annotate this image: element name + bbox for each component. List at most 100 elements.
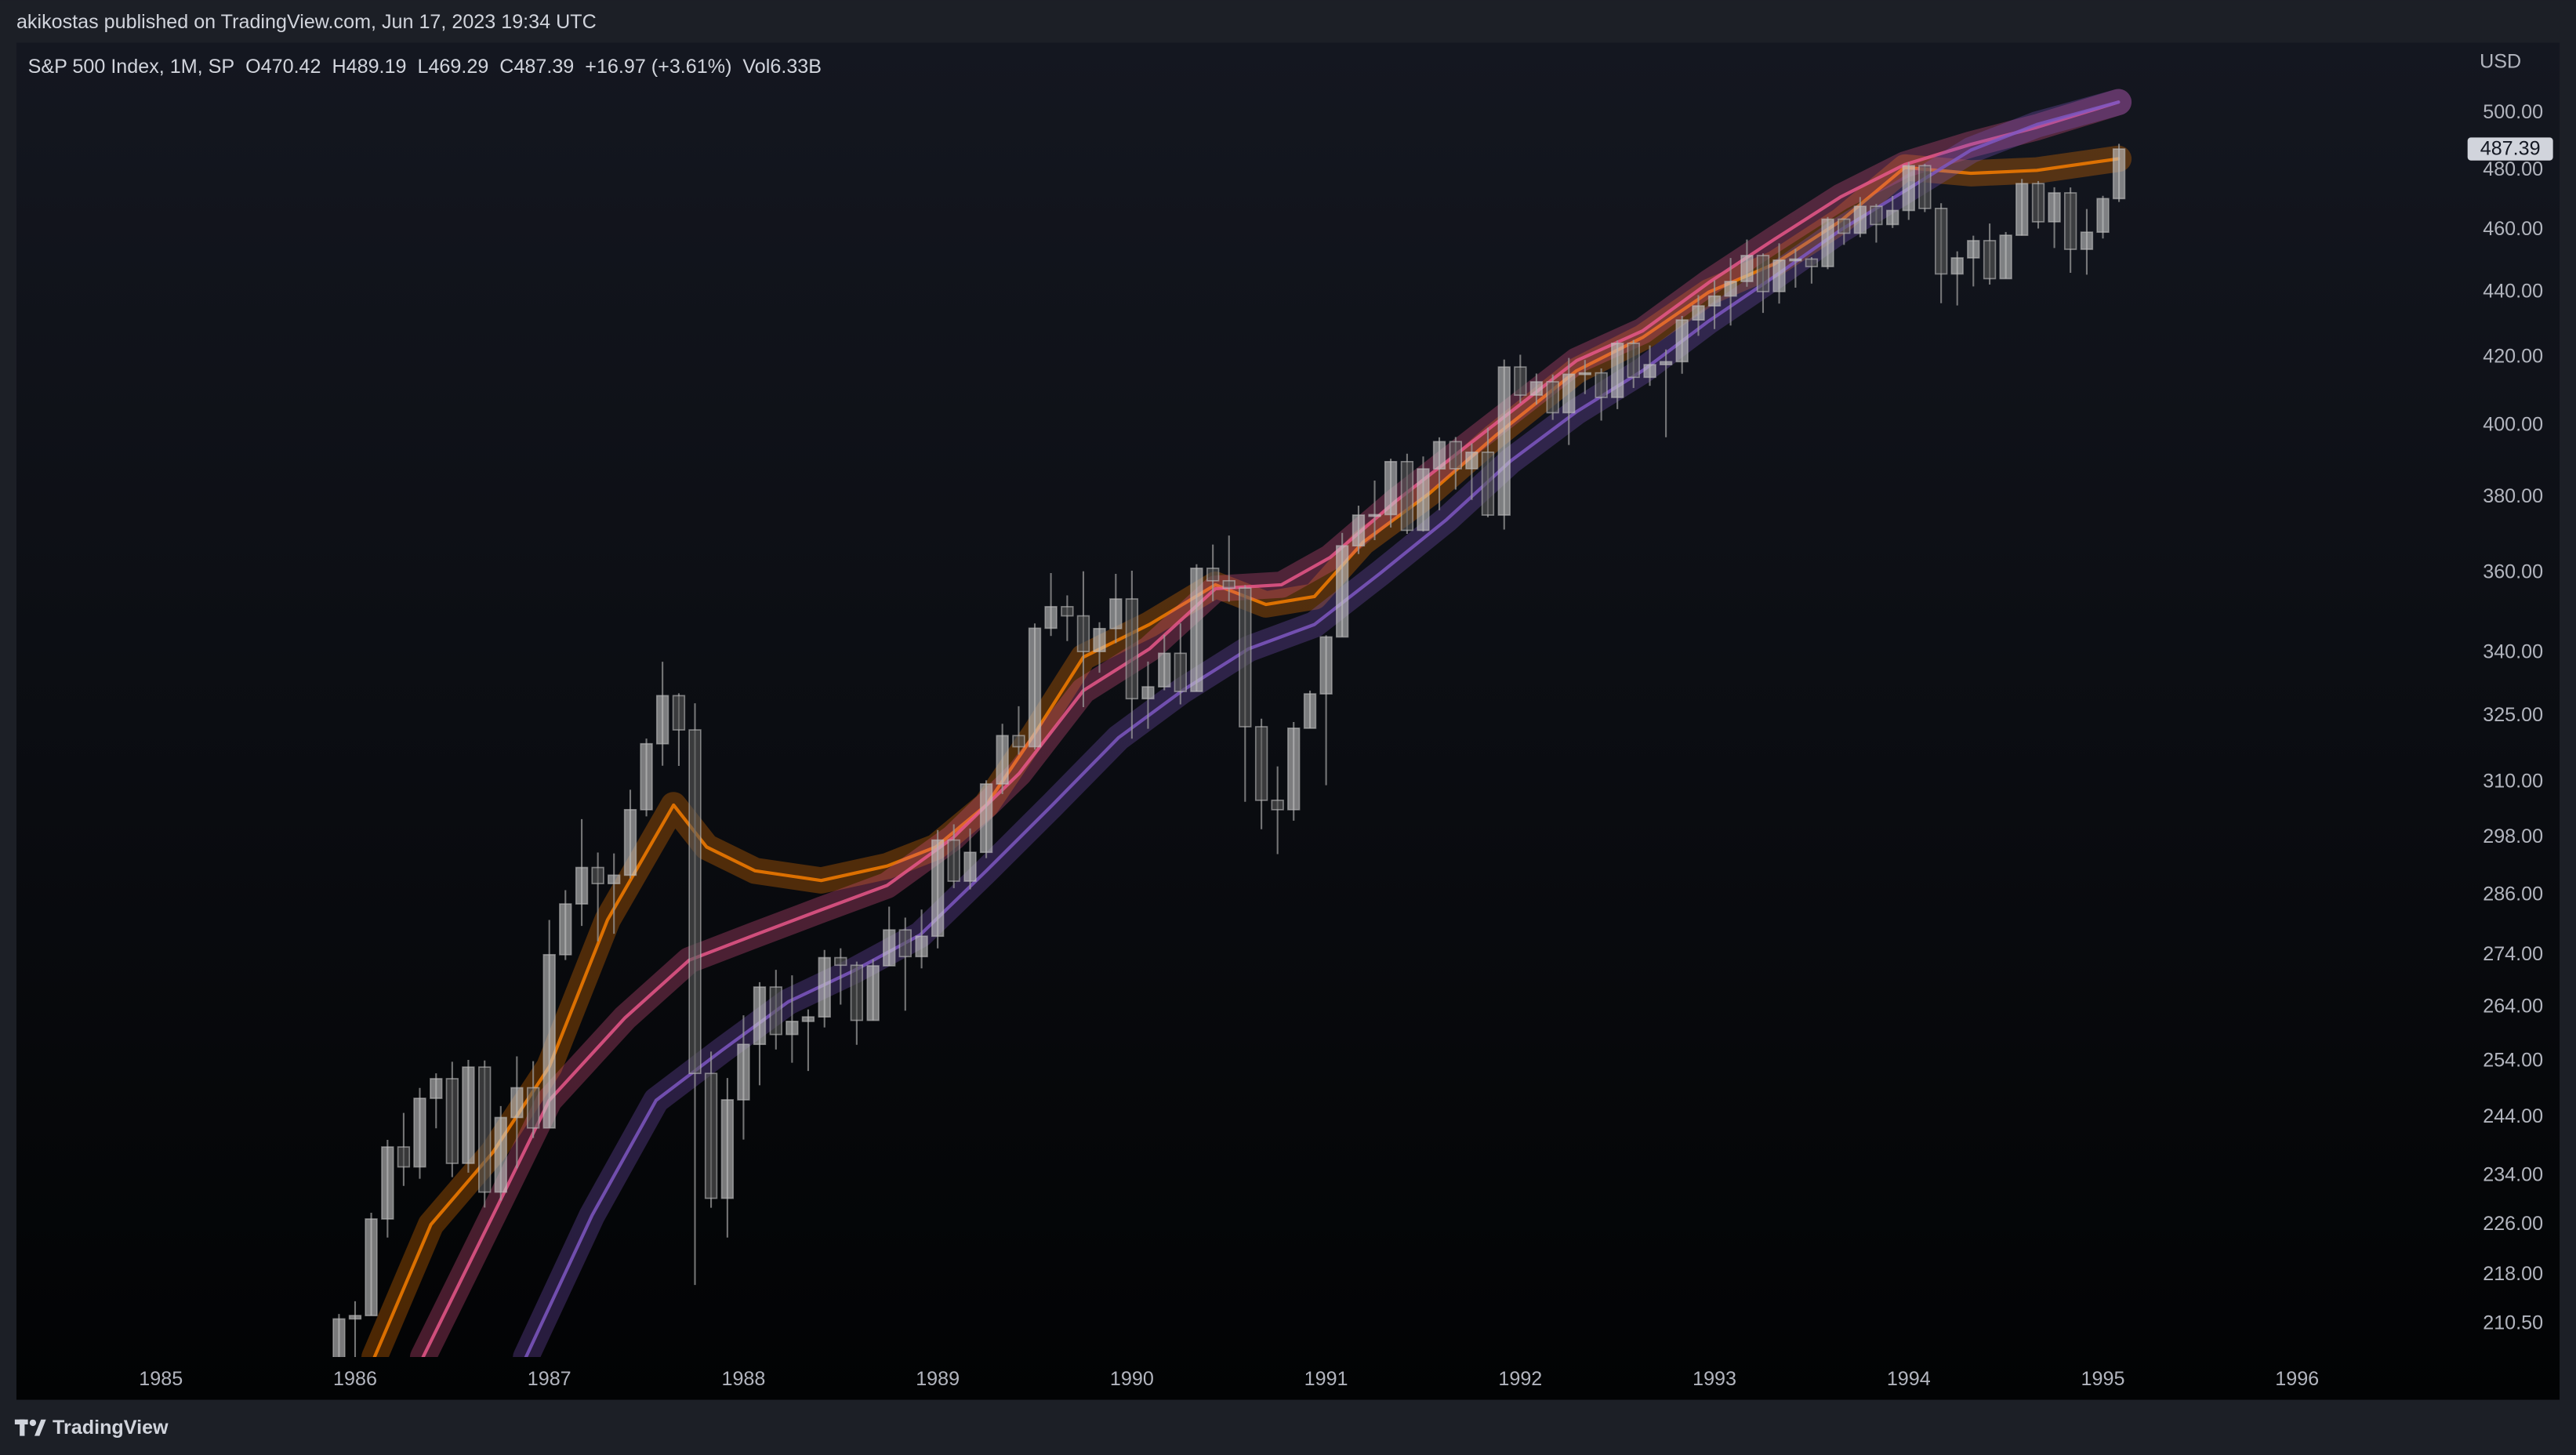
candle-body <box>720 1099 735 1199</box>
chart-panel <box>16 42 2560 1400</box>
candle-body <box>1902 165 1915 212</box>
candle-body <box>559 903 572 956</box>
y-tick-label: 340.00 <box>2483 641 2543 663</box>
y-tick-label: 500.00 <box>2483 101 2543 123</box>
candle-body <box>1319 636 1333 695</box>
candle-body <box>1368 513 1381 517</box>
candle-body <box>2063 192 2077 250</box>
candle-body <box>1109 598 1123 630</box>
brand: TradingView <box>53 1417 169 1439</box>
candle-body <box>1093 627 1106 652</box>
candle-body <box>1853 205 1867 234</box>
candle-body <box>1643 364 1656 379</box>
candle-body <box>834 956 847 967</box>
x-tick-label: 1991 <box>1304 1368 1348 1390</box>
candle-body <box>445 1078 459 1164</box>
candle-body <box>2112 148 2126 200</box>
y-tick-label: 218.00 <box>2483 1263 2543 1285</box>
candle-body <box>1465 451 1478 470</box>
candle-body <box>1287 728 1301 811</box>
candle-body <box>381 1146 394 1220</box>
candle-body <box>1481 451 1495 516</box>
candle-body <box>979 783 993 854</box>
close-value: 487.39 <box>513 56 574 78</box>
candle-body <box>963 851 977 882</box>
candle-body <box>1627 343 1640 379</box>
candle-body <box>1659 361 1673 365</box>
y-tick-label: 420.00 <box>2483 345 2543 367</box>
candle-body <box>1611 343 1624 398</box>
x-tick-label: 1989 <box>916 1368 960 1390</box>
candle-body <box>608 874 621 884</box>
candle-body <box>462 1066 475 1164</box>
candle-body <box>1595 372 1608 398</box>
x-tick-label: 1988 <box>721 1368 765 1390</box>
y-tick-label: 254.00 <box>2483 1049 2543 1071</box>
candle-body <box>753 986 767 1046</box>
candle-body <box>332 1318 346 1358</box>
candle-body <box>931 839 945 938</box>
candle-body <box>1870 205 1883 226</box>
candle-body <box>510 1087 524 1119</box>
candle-body <box>1190 568 1203 692</box>
candle-body <box>1950 257 1964 275</box>
y-tick-label: 264.00 <box>2483 995 2543 1017</box>
high-value: 489.19 <box>346 56 407 78</box>
candle-body <box>1740 255 1754 282</box>
candle-body <box>1999 234 2012 280</box>
candle-body <box>542 953 556 1129</box>
x-tick-label: 1993 <box>1693 1368 1736 1390</box>
candle-body <box>430 1078 443 1099</box>
candle-body <box>1529 381 1544 396</box>
candle-body <box>575 866 589 905</box>
candle-body <box>1254 726 1268 801</box>
y-tick-label: 286.00 <box>2483 883 2543 905</box>
candle-body <box>365 1218 378 1317</box>
candle-body <box>2096 198 2110 234</box>
candle-body <box>1967 240 1980 259</box>
x-tick-label: 1996 <box>2275 1368 2319 1390</box>
open-value: 470.42 <box>261 56 321 78</box>
y-tick-label: 325.00 <box>2483 704 2543 726</box>
x-tick-label: 1986 <box>333 1368 377 1390</box>
close-label: C <box>499 56 513 78</box>
candle-body <box>801 1016 815 1022</box>
currency: USD <box>2480 50 2521 72</box>
candle-body <box>1838 218 1851 234</box>
candle-body <box>2048 192 2061 223</box>
y-tick-label: 360.00 <box>2483 561 2543 583</box>
y-tick-label: 274.00 <box>2483 943 2543 965</box>
candle-body <box>1934 207 1948 275</box>
candle-body <box>818 956 831 1018</box>
y-tick-label: 480.00 <box>2483 158 2543 180</box>
candle-body <box>1886 209 1899 226</box>
x-tick-label: 1994 <box>1887 1368 1931 1390</box>
y-tick-label: 440.00 <box>2483 280 2543 302</box>
candle-body <box>494 1116 507 1193</box>
candle-body <box>2031 183 2045 223</box>
y-tick-label: 210.50 <box>2483 1312 2543 1334</box>
candle-body <box>672 695 686 731</box>
plot-area <box>332 89 2132 1358</box>
publisher: akikostas published on TradingView.com, … <box>16 11 597 33</box>
y-tick-label: 226.00 <box>2483 1213 2543 1235</box>
candle-body <box>348 1315 362 1320</box>
candle-body <box>591 866 604 884</box>
candle-body <box>1756 255 1770 292</box>
x-tick-label: 1992 <box>1498 1368 1542 1390</box>
candle-body <box>1384 460 1398 516</box>
y-tick-label: 244.00 <box>2483 1105 2543 1127</box>
x-tick-label: 1985 <box>139 1368 183 1390</box>
candle-body <box>866 965 880 1021</box>
candle-body <box>1174 652 1187 692</box>
y-tick-label: 310.00 <box>2483 771 2543 793</box>
candle-body <box>1061 606 1074 617</box>
x-tick-label: 1990 <box>1110 1368 1154 1390</box>
candle-body <box>1514 366 1527 396</box>
open-label: O <box>245 56 261 78</box>
y-tick-label: 400.00 <box>2483 413 2543 435</box>
candle-body <box>1546 381 1559 414</box>
candle-body <box>1400 460 1414 532</box>
